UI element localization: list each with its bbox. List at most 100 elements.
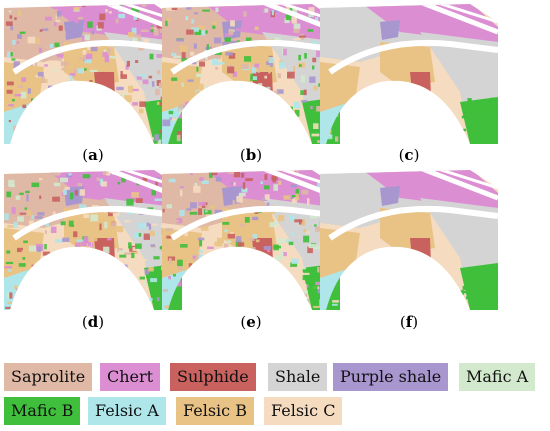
speckle-mafic-b [476, 102, 479, 108]
speckle-felsic-b [66, 111, 72, 117]
speckle-felsic-b [130, 251, 138, 254]
speckle-saprolite [111, 222, 117, 227]
speckle-chert [59, 171, 67, 175]
speckle-mafic-a [196, 73, 202, 77]
speckle-saprolite [277, 73, 281, 79]
speckle-sulphide [312, 57, 317, 63]
speckle-mafic-b [276, 297, 284, 300]
speckle-chert [190, 171, 193, 176]
speckle-sulphide [284, 305, 292, 310]
speckle-felsic-b [249, 94, 257, 101]
speckle-purple-shale [114, 131, 122, 134]
speckle-chert [192, 255, 196, 259]
speckle-felsic-c [165, 6, 174, 11]
speckle-chert [231, 104, 238, 111]
speckle-mafic-b [246, 298, 249, 305]
speckle-sulphide [287, 71, 295, 79]
speckle-chert [185, 101, 192, 106]
speckle-felsic-a [217, 62, 225, 65]
caption-f: (f) [399, 313, 419, 331]
speckle-mafic-a [233, 114, 240, 119]
speckle-mafic-b [128, 242, 132, 249]
caption-c: (c) [398, 146, 420, 164]
speckle-chert [132, 88, 139, 92]
speckle-saprolite [108, 133, 117, 137]
speckle-felsic-b [40, 263, 46, 270]
speckle-saprolite [53, 9, 58, 13]
speckle-sulphide [260, 260, 265, 266]
speckle-saprolite [56, 16, 63, 21]
speckle-purple-shale [231, 182, 235, 185]
speckle-sulphide [211, 170, 218, 176]
speckle-saprolite [296, 170, 299, 174]
speckle-saprolite [277, 104, 280, 108]
speckle-chert [176, 218, 183, 224]
speckle-mafic-b [466, 272, 471, 277]
speckle-purple-shale [34, 216, 43, 219]
speckle-chert [56, 54, 64, 59]
speckle-saprolite [100, 199, 107, 202]
speckle-purple-shale [57, 11, 62, 18]
speckle-saprolite [32, 108, 36, 111]
speckle-felsic-a [260, 181, 263, 184]
speckle-purple-shale [37, 212, 45, 216]
speckle-felsic-c [64, 187, 70, 190]
speckle-saprolite [70, 123, 76, 130]
speckle-mafic-b [202, 9, 210, 12]
speckle-mafic-b [489, 302, 492, 305]
speckle-felsic-c [193, 185, 201, 193]
speckle-mafic-b [191, 105, 194, 113]
speckle-purple-shale [256, 301, 264, 307]
speckle-felsic-c [98, 110, 106, 117]
speckle-felsic-c [216, 71, 219, 76]
speckle-felsic-b [301, 219, 306, 226]
classification-map-d [4, 170, 182, 310]
speckle-felsic-a [42, 130, 51, 135]
speckle-felsic-b [118, 140, 124, 144]
speckle-felsic-b [313, 85, 318, 91]
speckle-mafic-b [290, 262, 298, 267]
speckle-sulphide [69, 289, 75, 296]
speckle-felsic-a [138, 222, 147, 230]
speckle-sulphide [5, 21, 13, 26]
speckle-felsic-b [126, 133, 129, 139]
speckle-mafic-b [289, 106, 293, 113]
speckle-felsic-b [128, 32, 135, 38]
speckle-felsic-b [196, 90, 201, 96]
speckle-sulphide [143, 233, 150, 240]
speckle-felsic-c [182, 135, 188, 140]
speckle-saprolite [237, 273, 244, 277]
speckle-felsic-a [114, 137, 118, 143]
speckle-felsic-b [210, 205, 215, 209]
speckle-sulphide [242, 182, 246, 190]
speckle-sulphide [39, 29, 43, 32]
speckle-mafic-b [295, 189, 299, 196]
speckle-felsic-b [89, 237, 98, 242]
speckle-purple-shale [187, 79, 194, 82]
speckle-sulphide [23, 291, 29, 298]
speckle-felsic-b [303, 228, 307, 233]
speckle-saprolite [315, 226, 320, 232]
speckle-mafic-b [463, 304, 468, 307]
speckle-chert [102, 51, 109, 57]
speckle-mafic-b [199, 288, 207, 296]
speckle-sulphide [82, 4, 86, 7]
speckle-saprolite [197, 119, 202, 126]
speckle-chert [11, 207, 16, 215]
speckle-felsic-c [302, 272, 310, 275]
speckle-mafic-b [189, 211, 198, 215]
speckle-saprolite [243, 11, 247, 17]
speckle-saprolite [228, 28, 234, 35]
speckle-mafic-b [303, 235, 310, 243]
speckle-felsic-c [106, 173, 111, 176]
speckle-felsic-a [139, 74, 147, 77]
caption-e: (e) [240, 313, 262, 331]
speckle-felsic-a [76, 262, 84, 268]
speckle-felsic-c [112, 210, 120, 217]
speckle-mafic-a [89, 69, 98, 73]
speckle-sulphide [188, 263, 193, 269]
speckle-sulphide [135, 60, 139, 63]
speckle-felsic-b [268, 68, 271, 74]
speckle-mafic-a [66, 249, 75, 255]
speckle-saprolite [168, 258, 172, 265]
